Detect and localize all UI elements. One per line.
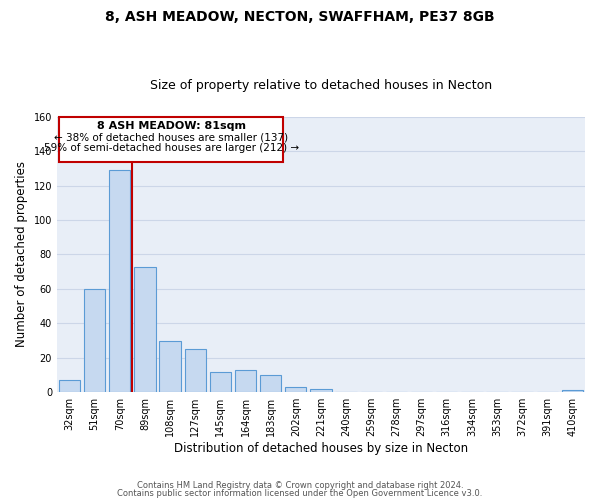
Bar [260,375,281,392]
Text: Contains public sector information licensed under the Open Government Licence v3: Contains public sector information licen… [118,488,482,498]
Bar [310,389,332,392]
FancyBboxPatch shape [59,117,283,162]
Y-axis label: Number of detached properties: Number of detached properties [15,162,28,348]
Bar [285,387,307,392]
Bar [235,370,256,392]
Bar [185,349,206,392]
Bar [160,340,181,392]
Bar [209,372,231,392]
Text: Contains HM Land Registry data © Crown copyright and database right 2024.: Contains HM Land Registry data © Crown c… [137,481,463,490]
Text: ← 38% of detached houses are smaller (137): ← 38% of detached houses are smaller (13… [54,132,288,142]
X-axis label: Distribution of detached houses by size in Necton: Distribution of detached houses by size … [174,442,468,455]
Title: Size of property relative to detached houses in Necton: Size of property relative to detached ho… [150,79,492,92]
Text: 59% of semi-detached houses are larger (212) →: 59% of semi-detached houses are larger (… [44,142,299,152]
Bar [134,266,155,392]
Text: 8, ASH MEADOW, NECTON, SWAFFHAM, PE37 8GB: 8, ASH MEADOW, NECTON, SWAFFHAM, PE37 8G… [105,10,495,24]
Text: 8 ASH MEADOW: 81sqm: 8 ASH MEADOW: 81sqm [97,121,245,131]
Bar [562,390,583,392]
Bar [109,170,130,392]
Bar [84,289,106,392]
Bar [59,380,80,392]
